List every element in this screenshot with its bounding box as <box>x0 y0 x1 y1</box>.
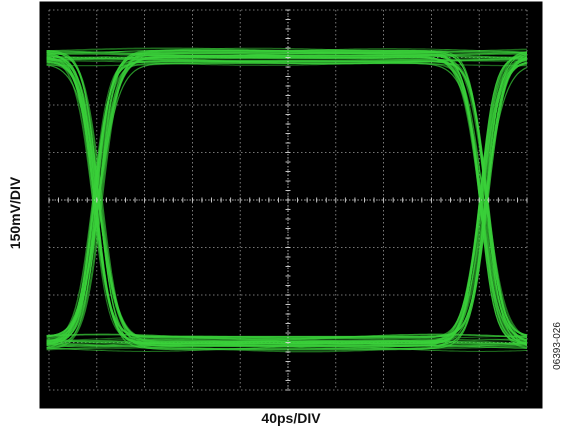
eye-trace-low-rail <box>46 342 527 349</box>
eye-trace-high-rail <box>46 52 527 59</box>
center-axis-ticks <box>48 9 528 391</box>
eye-trace-upper <box>46 62 528 345</box>
graticule <box>48 9 528 391</box>
eye-trace-low-rail <box>46 345 528 353</box>
eye-trace-low-rail <box>46 333 528 341</box>
x-axis-label: 40ps/DIV <box>261 410 321 426</box>
figure-id: 06393-026 <box>552 322 563 370</box>
eye-trace-lower <box>46 58 528 343</box>
eye-trace-high-rail <box>46 49 528 56</box>
eye-trace-lower <box>46 64 528 347</box>
eye-trace-upper <box>46 58 528 342</box>
eye-diagram-chart <box>38 0 544 410</box>
eye-trace-lower <box>46 52 528 347</box>
scope-display <box>38 0 544 410</box>
eye-traces <box>46 47 528 353</box>
y-axis-label: 150mV/DIV <box>7 176 23 250</box>
eye-trace-low-rail <box>46 337 527 345</box>
eye-trace-lower <box>46 53 528 342</box>
